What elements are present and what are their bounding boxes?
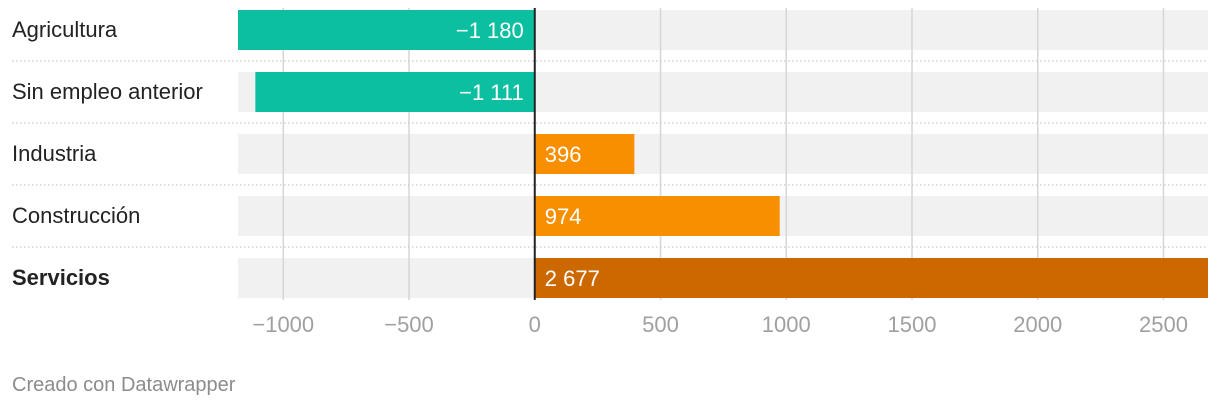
x-tick-label: −1000 bbox=[252, 312, 314, 337]
value-label: 974 bbox=[545, 204, 582, 229]
bar-chart: Agricultura −1 180 Sin empleo anterior −1 1… bbox=[12, 8, 1208, 337]
category-label: Servicios bbox=[12, 265, 110, 290]
value-label: 2 677 bbox=[545, 266, 600, 291]
value-label: 396 bbox=[545, 142, 582, 167]
row-band bbox=[238, 134, 1208, 174]
category-label: Industria bbox=[12, 141, 97, 166]
x-tick-label: 2000 bbox=[1013, 312, 1062, 337]
bar bbox=[534, 134, 635, 174]
category-label: Agricultura bbox=[12, 17, 118, 42]
x-tick-label: 1500 bbox=[888, 312, 937, 337]
value-label: −1 180 bbox=[456, 18, 524, 43]
footer-credit: Creado con Datawrapper bbox=[12, 374, 236, 396]
category-label: Construcción bbox=[12, 203, 140, 228]
category-label: Sin empleo anterior bbox=[12, 79, 203, 104]
x-tick-label: −500 bbox=[384, 312, 434, 337]
bar bbox=[534, 196, 780, 236]
bar bbox=[238, 10, 535, 50]
x-tick-label: 500 bbox=[642, 312, 679, 337]
bar bbox=[255, 72, 535, 112]
bar bbox=[534, 258, 1208, 298]
x-tick-label: 2500 bbox=[1139, 312, 1188, 337]
x-tick-label: 0 bbox=[529, 312, 541, 337]
x-tick-label: 1000 bbox=[762, 312, 811, 337]
value-label: −1 111 bbox=[459, 80, 524, 105]
